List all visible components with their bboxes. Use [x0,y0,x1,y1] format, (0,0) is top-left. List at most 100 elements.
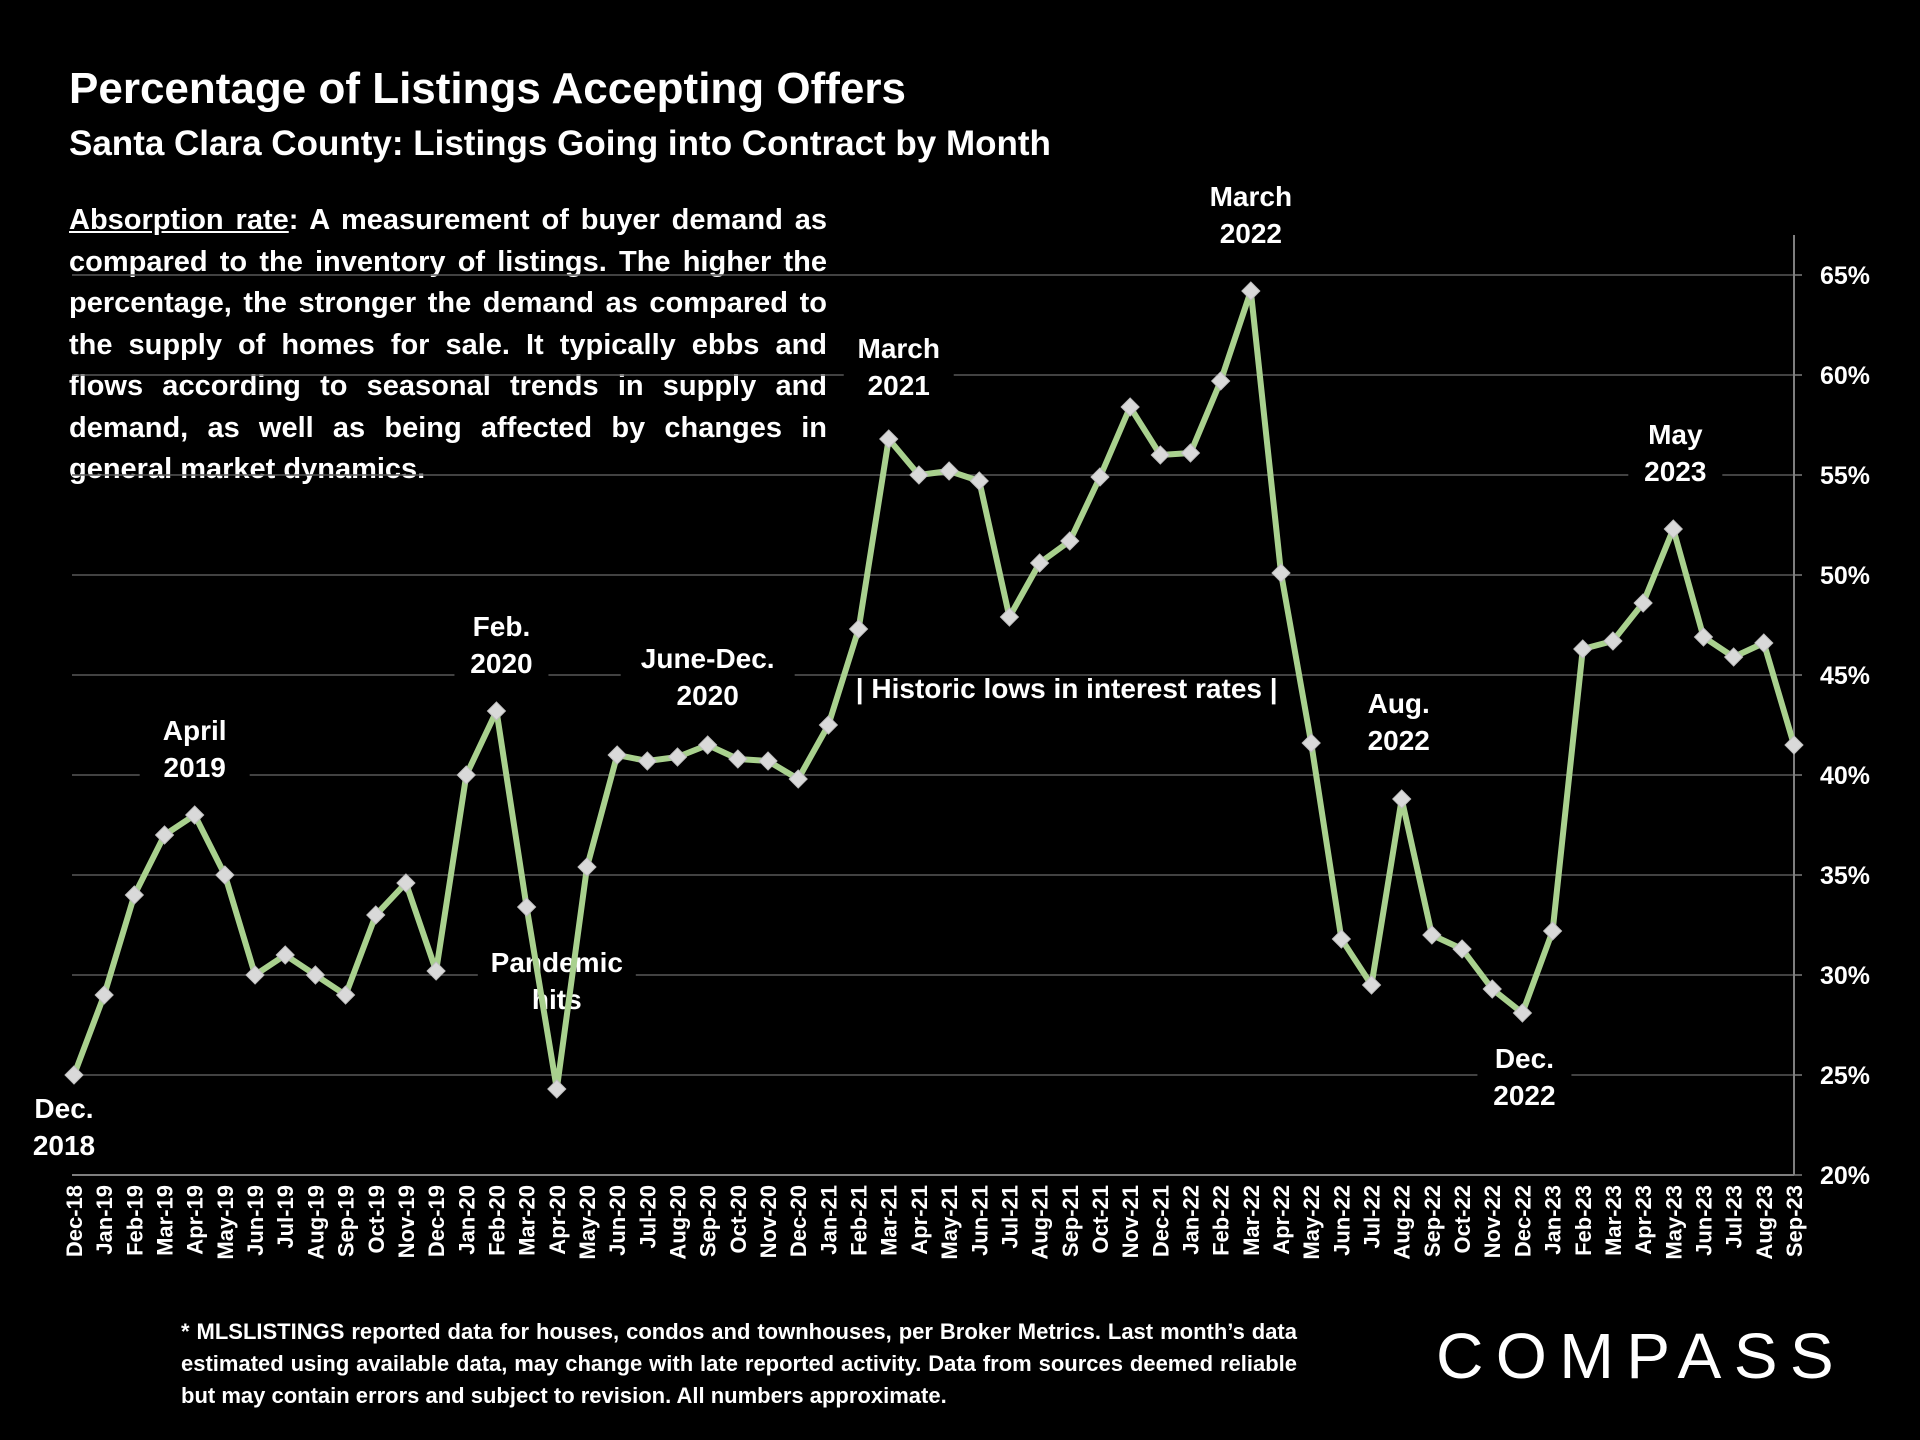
data-point [64,1065,84,1085]
x-tick-label: Jun-22 [1329,1185,1354,1256]
annotation-bg [1628,414,1723,498]
x-tick-label: Jan-22 [1178,1185,1203,1255]
data-point [1150,445,1171,465]
annotation-bg [477,942,636,1026]
data-point [456,765,476,785]
annotation-label: 2022 [1368,725,1430,756]
data-point [879,429,899,449]
x-tick-label: Mar-23 [1601,1185,1626,1256]
data-point [275,945,295,965]
annotation-label: Dec. [34,1093,93,1124]
data-point [516,897,537,917]
x-tick-label: May-20 [575,1185,600,1260]
x-tick-label: Jul-21 [997,1185,1022,1249]
y-tick-label: 40% [1820,762,1870,790]
footnote: * MLSLISTINGS reported data for houses, … [181,1319,1297,1408]
x-tick-label: Aug-19 [303,1185,328,1260]
data-point [1271,563,1291,583]
annotation-label: May [1648,419,1703,450]
data-point [607,745,627,765]
data-point [1482,979,1502,999]
x-tick-label: Feb-19 [122,1185,147,1256]
data-point [547,1079,567,1099]
annotation-label: June-Dec. [641,643,775,674]
description-term: Absorption rate [69,204,289,236]
x-tick-label: Oct-19 [364,1185,389,1253]
data-point [215,865,235,885]
data-point [124,885,145,905]
y-tick-label: 45% [1820,662,1870,690]
x-tick-label: Apr-20 [545,1185,570,1255]
annotation-label: April [163,715,227,746]
data-point [969,471,989,491]
x-tick-label: Feb-22 [1209,1185,1234,1256]
y-tick-label: 30% [1820,962,1870,990]
x-tick-label: Jul-19 [273,1185,298,1249]
x-tick-label: Apr-23 [1631,1185,1656,1255]
x-tick-label: Oct-20 [726,1185,751,1253]
x-tick-label: Jun-21 [967,1185,992,1256]
x-tick-label: Mar-22 [1239,1185,1264,1256]
x-tick-label: Jan-21 [816,1185,841,1255]
line-chart: 20%25%30%35%40%45%50%55%60%65%Dec-18 Jan-… [17,176,1871,1260]
x-tick-label: Aug-22 [1390,1185,1415,1260]
x-tick-label: May-23 [1661,1185,1686,1260]
annotation-bg [1477,1038,1572,1122]
data-point [1784,735,1804,755]
x-tick-label: Jul-22 [1360,1185,1385,1249]
data-point [366,905,386,925]
compass-logo: COMPASS [1436,1320,1846,1390]
x-tick-label: Dec-19 [424,1185,449,1257]
data-point [999,607,1020,627]
annotation-label: 2022 [1493,1080,1555,1111]
x-tick-label: Mar-19 [153,1185,178,1256]
annotation-bg [17,1088,111,1172]
x-tick-label: Jun-23 [1691,1185,1716,1256]
x-tick-label: Dec-22 [1510,1185,1535,1257]
annotation-bg [843,328,954,412]
x-tick-label: Aug-23 [1752,1185,1777,1260]
description-body: : A measurement of buyer demand as compa… [69,204,827,485]
logo-text: COMPASS [1436,1320,1846,1390]
x-tick-label: Aug-21 [1028,1185,1053,1260]
data-point [154,825,175,845]
data-point [1603,631,1623,651]
data-point [909,465,929,485]
data-point [1060,531,1080,551]
x-tick-label: Jul-20 [635,1185,660,1249]
x-tick-label: Jun-20 [605,1185,630,1256]
data-point [1392,789,1412,809]
description-text: Absorption rate: A measurement of buyer … [69,200,827,491]
data-point [1090,467,1110,487]
x-tick-label: Jan-19 [92,1185,117,1255]
y-tick-label: 25% [1820,1062,1870,1090]
data-point [94,985,114,1005]
data-point [1210,371,1231,391]
x-tick-label: Jan-20 [454,1185,479,1255]
annotation-bg [1195,176,1306,260]
annotation-label: 2020 [470,648,532,679]
annotation-label: Feb. [473,611,531,642]
x-tick-label: Jun-19 [243,1185,268,1256]
data-point [1241,281,1261,301]
x-tick-label: Sep-19 [334,1185,359,1257]
x-tick-label: Feb-23 [1571,1185,1596,1256]
y-tick-label: 60% [1820,362,1870,390]
annotation-label: 2018 [33,1130,95,1161]
annotation-bg [620,638,795,722]
x-tick-label: May-19 [213,1185,238,1260]
annotation-label: 2020 [677,680,739,711]
x-tick-label: Sep-21 [1058,1185,1083,1257]
data-point [1663,519,1684,539]
x-tick-label: Mar-21 [877,1185,902,1256]
x-tick-label: May-22 [1299,1185,1324,1260]
data-point [577,857,597,877]
data-point [667,747,688,767]
x-tick-label: Sep-22 [1420,1185,1445,1257]
x-tick-label: Oct-21 [1088,1185,1113,1253]
annotation-label: 2019 [164,752,226,783]
annotation-label: 2022 [1220,218,1282,249]
data-point [818,715,839,735]
x-tick-label: Nov-20 [756,1185,781,1258]
x-tick-label: Dec-21 [1148,1185,1173,1257]
